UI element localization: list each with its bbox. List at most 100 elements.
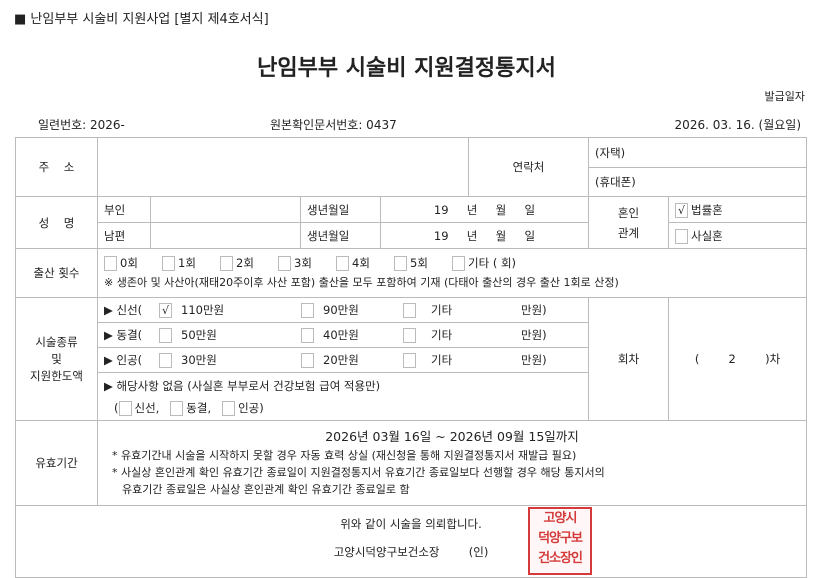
amount-b-label: 20만원 — [323, 353, 359, 367]
amount-a-checkbox[interactable]: √ — [159, 303, 172, 318]
birth-count-label: 4회 — [352, 256, 370, 270]
other-amount-checkbox[interactable] — [403, 328, 416, 343]
unit-label: 만원) — [521, 328, 547, 342]
none-fresh-checkbox[interactable] — [118, 400, 132, 416]
address-label: 주 소 — [15, 137, 98, 197]
validity-label: 유효기간 — [15, 420, 98, 506]
stamp-line-3: 건소장인 — [538, 551, 583, 566]
procedure-row-none: ▶ 해당사항 없음 (사실혼 부부로서 건강보험 급여 적용만) (신선, 동결… — [97, 372, 589, 421]
amount-a-label: 110만원 — [181, 303, 225, 317]
validity-note-1: * 유효기간내 시술을 시작하지 못할 경우 자동 효력 상실 (재신청을 통해… — [112, 449, 577, 462]
procedure-row-iui: ▶ 인공(30만원 20만원 기타 만원) — [97, 347, 589, 373]
birth-count-option[interactable]: 기타 ( 회) — [452, 253, 612, 273]
legal-marriage-label: 법률혼 — [691, 202, 723, 217]
birth-count-checkbox[interactable] — [278, 256, 291, 271]
stamp-line-1: 고양시 — [543, 511, 578, 526]
checkbox-legal[interactable]: √ — [675, 202, 688, 218]
birth-count-option[interactable]: 0회 — [104, 253, 162, 273]
amount-a-label: 50만원 — [181, 328, 217, 342]
amount-b-label: 90만원 — [323, 303, 359, 317]
marriage-option-de-facto[interactable]: 사실혼 — [667, 222, 808, 249]
wife-birth-field[interactable]: 19 년 월 일 — [380, 196, 589, 223]
marriage-label: 혼인 관계 — [588, 196, 669, 249]
issue-date: 2026. 03. 16. (월요일) — [674, 118, 801, 132]
husband-name-field[interactable] — [150, 222, 301, 249]
amount-a-checkbox[interactable] — [159, 353, 172, 368]
round-value[interactable]: ( 2 )차 — [667, 297, 808, 421]
unit-label: 만원) — [521, 353, 547, 367]
mobile-phone-field[interactable]: (휴대폰) — [587, 167, 808, 197]
birth-count-label: 0회 — [120, 256, 138, 270]
other-label: 기타 — [431, 353, 453, 367]
procedure-label: 시술종류 및 지원한도액 — [15, 297, 98, 421]
footer-cell: 위와 같이 시술을 의뢰합니다. 고양시덕양구보건소장 (인) — [14, 505, 808, 578]
other-label: 기타 — [431, 328, 453, 342]
birth-count-checkbox[interactable] — [220, 256, 233, 271]
birth-count-checkbox[interactable] — [162, 256, 175, 271]
other-amount-checkbox[interactable] — [403, 303, 416, 318]
marriage-option-legal[interactable]: √ 법률혼 — [667, 196, 808, 223]
birth-count-checkbox[interactable] — [104, 256, 117, 271]
home-phone-field[interactable]: (자택) — [587, 137, 808, 168]
amount-b-checkbox[interactable] — [301, 328, 314, 343]
births-note: ※ 생존아 및 사산아(재태20주이후 사산 포함) 출산을 모두 포함하여 기… — [104, 276, 619, 289]
form-code: ■ 난임부부 시술비 지원사업 [별지 제4호서식] — [14, 12, 269, 27]
stamp-line-2: 덕양구보 — [538, 531, 583, 546]
unit-label: 만원) — [521, 303, 547, 317]
birth-count-label: 5회 — [410, 256, 428, 270]
amount-a-checkbox[interactable] — [159, 328, 172, 343]
address-field[interactable] — [97, 137, 469, 197]
birth-count-option[interactable]: 3회 — [278, 253, 336, 273]
births-label: 출산 횟수 — [15, 248, 98, 298]
none-iui-label: 인공) — [238, 400, 264, 415]
husband-label: 남편 — [97, 222, 151, 249]
other-label: 기타 — [431, 303, 453, 317]
procedure-type: ▶ 동결( — [104, 328, 143, 342]
birth-count-checkbox[interactable] — [394, 256, 407, 271]
issue-date-label: 발급일자 — [764, 90, 805, 103]
wife-birth-label: 생년월일 — [300, 196, 381, 223]
procedure-type: ▶ 신선( — [104, 303, 143, 317]
official-seal-stamp: 고양시 덕양구보 건소장인 — [528, 507, 592, 575]
notice-form-table: 주 소 연락처 (자택) (휴대폰) 성 명 부인 생년월일 19 년 월 일 … — [14, 137, 808, 578]
birth-count-label: 2회 — [236, 256, 254, 270]
birth-count-checkbox[interactable] — [452, 256, 465, 271]
request-statement: 위와 같이 시술을 의뢰합니다. — [340, 517, 482, 531]
contact-label: 연락처 — [468, 137, 589, 197]
procedure-row-frozen: ▶ 동결( 50만원 40만원 기타 만원) — [97, 322, 589, 348]
amount-b-checkbox[interactable] — [301, 303, 314, 318]
none-frozen-checkbox[interactable] — [170, 400, 184, 416]
name-label: 성 명 — [15, 196, 98, 249]
none-frozen-label: 동결, — [186, 400, 212, 415]
origin-doc-number: 원본확인문서번호: 0437 — [270, 118, 397, 132]
none-fresh-label: 신선, — [134, 400, 160, 415]
birth-count-option[interactable]: 4회 — [336, 253, 394, 273]
page-title: 난임부부 시술비 지원결정통지서 — [257, 56, 556, 81]
husband-birth-label: 생년월일 — [300, 222, 381, 249]
de-facto-marriage-label: 사실혼 — [691, 228, 723, 243]
validity-cell: 2026년 03월 16일 ~ 2026년 09월 15일까지 * 유효기간내 … — [96, 420, 808, 506]
validity-period: 2026년 03월 16일 ~ 2026년 09월 15일까지 — [325, 429, 579, 444]
issuer-name: 고양시덕양구보건소장 — [333, 545, 440, 559]
birth-count-label: 1회 — [178, 256, 196, 270]
procedure-row-fresh: ▶ 신선( √ 110만원 90만원 기타 만원) — [97, 297, 589, 323]
birth-count-label: 기타 ( 회) — [468, 256, 517, 270]
checkbox-de-facto[interactable] — [675, 228, 688, 244]
none-line: ▶ 해당사항 없음 (사실혼 부부로서 건강보험 급여 적용만) — [104, 378, 381, 393]
birth-count-checkbox[interactable] — [336, 256, 349, 271]
other-amount-checkbox[interactable] — [403, 353, 416, 368]
birth-count-option[interactable]: 2회 — [220, 253, 278, 273]
amount-a-label: 30만원 — [181, 353, 217, 367]
serial-number: 일련번호: 2026- — [38, 118, 125, 132]
wife-name-field[interactable] — [150, 196, 301, 223]
birth-count-option[interactable]: 1회 — [162, 253, 220, 273]
birth-count-option[interactable]: 5회 — [394, 253, 452, 273]
wife-label: 부인 — [97, 196, 151, 223]
amount-b-checkbox[interactable] — [301, 353, 314, 368]
birth-count-label: 3회 — [294, 256, 312, 270]
validity-note-2: * 사실상 혼인관계 확인 유효기간 종료일이 지원결정통지서 유효기간 종료일… — [112, 466, 605, 479]
births-cell: 0회 1회 2회 3회 4회 5회 기타 ( 회) ※ 생존아 및 사산아(재태20주이후 … — [96, 248, 808, 298]
amount-b-label: 40만원 — [323, 328, 359, 342]
none-iui-checkbox[interactable] — [222, 400, 236, 416]
husband-birth-field[interactable]: 19 년 월 일 — [380, 222, 589, 249]
